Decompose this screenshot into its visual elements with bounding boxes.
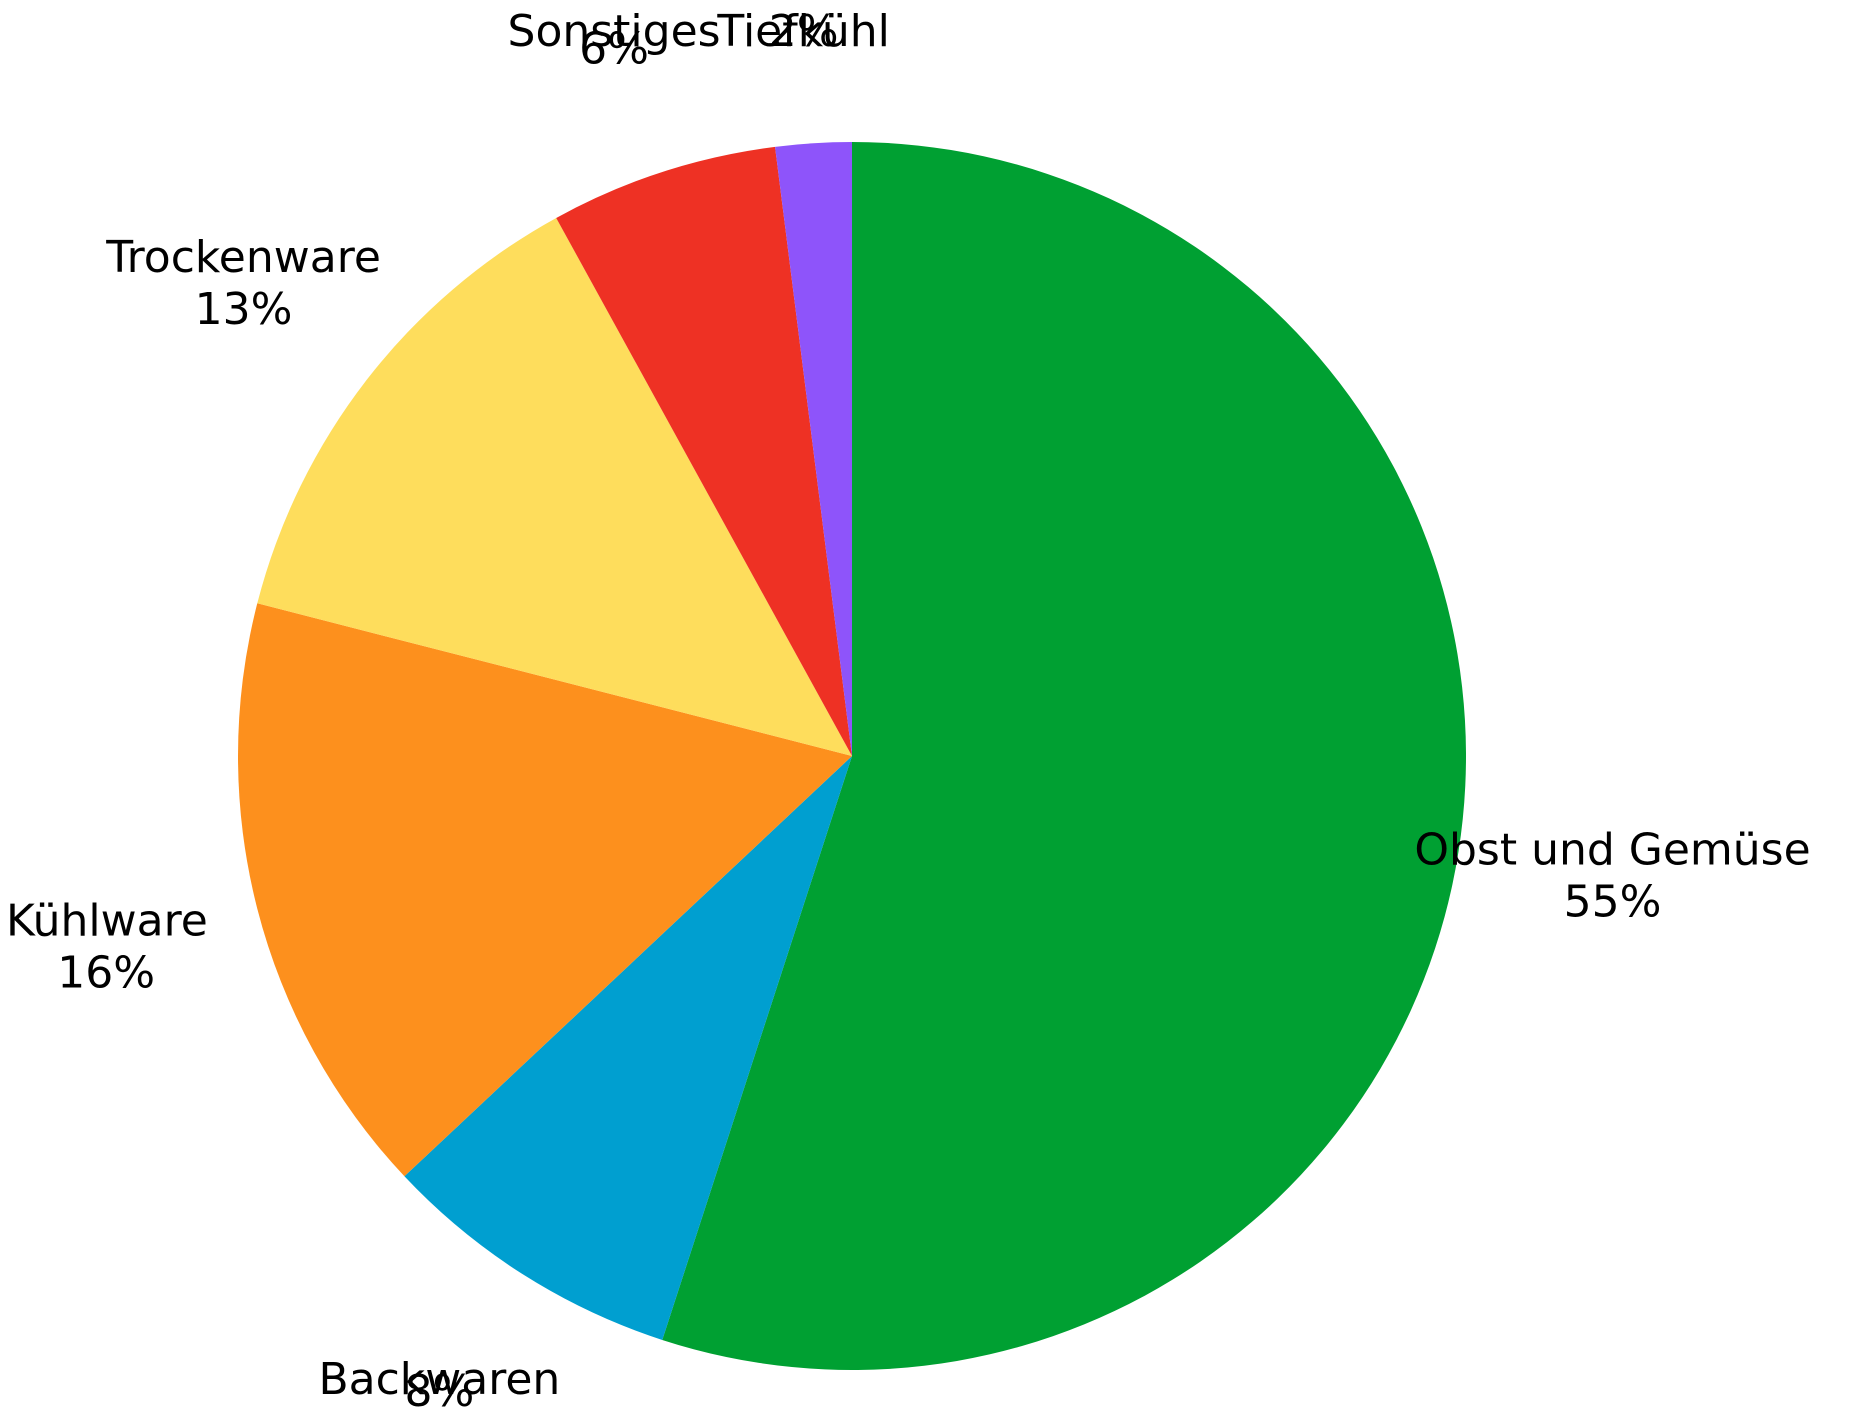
slices-layer — [238, 142, 1466, 1370]
pie-slice-backwaren — [404, 756, 852, 1340]
pie-slice-tiefkuehl — [775, 142, 852, 756]
slice-value-label: 8% — [405, 1366, 475, 1417]
slice-value-label: 13% — [195, 284, 293, 335]
slice-name-label: Kühlware — [6, 895, 208, 946]
slice-name-label: Sonstiges — [508, 6, 721, 57]
pie-slice-kuehlware — [238, 603, 853, 1177]
slice-value-label: 55% — [1564, 876, 1662, 927]
pie-slice-trockenware — [257, 217, 853, 756]
slice-name-label: Tiefkühl — [716, 6, 889, 57]
slice-name-label: Trockenware — [105, 232, 381, 283]
slice-name-label: Backwaren — [318, 1354, 560, 1405]
slice-value-label: 16% — [57, 947, 155, 998]
slice-value-label: 2% — [769, 6, 839, 57]
pie-slice-obst-und-gemuese — [662, 142, 1466, 1370]
slice-name-label: Obst und Gemüse — [1414, 824, 1810, 875]
pie-slice-sonstiges — [556, 146, 852, 757]
slice-value-label: 6% — [579, 24, 649, 75]
